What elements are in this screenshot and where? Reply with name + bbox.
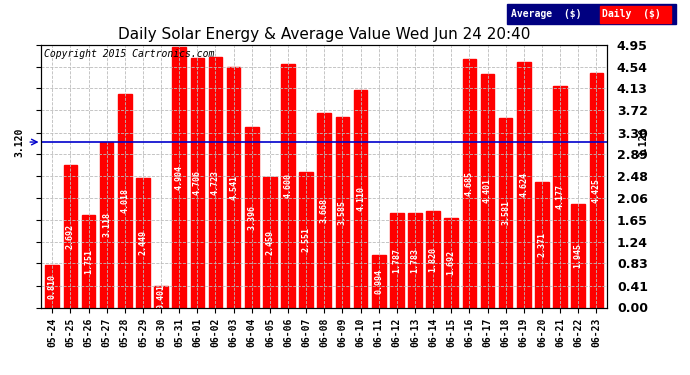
Text: 2.459: 2.459 xyxy=(266,230,275,255)
Text: 4.541: 4.541 xyxy=(229,175,238,200)
Bar xyxy=(81,214,95,308)
Text: 2.371: 2.371 xyxy=(538,232,546,257)
Bar xyxy=(136,178,150,308)
Text: 4.110: 4.110 xyxy=(356,186,365,211)
Bar xyxy=(408,213,422,308)
Text: 4.401: 4.401 xyxy=(483,178,492,203)
Bar xyxy=(155,286,168,308)
Text: 2.551: 2.551 xyxy=(302,227,310,252)
Text: 0.401: 0.401 xyxy=(157,284,166,309)
Text: 2.692: 2.692 xyxy=(66,224,75,249)
Text: 0.994: 0.994 xyxy=(374,268,383,294)
Text: 4.723: 4.723 xyxy=(211,170,220,195)
Bar xyxy=(299,172,313,308)
Text: 3.581: 3.581 xyxy=(501,200,510,225)
Bar xyxy=(589,73,603,308)
Text: 4.904: 4.904 xyxy=(175,165,184,190)
Text: 3.118: 3.118 xyxy=(102,212,111,237)
Text: Copyright 2015 Cartronics.com: Copyright 2015 Cartronics.com xyxy=(44,49,215,59)
Text: 1.692: 1.692 xyxy=(446,250,455,275)
Bar xyxy=(535,182,549,308)
Bar xyxy=(390,213,404,308)
Bar xyxy=(372,255,386,308)
Bar xyxy=(553,86,567,308)
Bar xyxy=(499,118,513,308)
Text: 1.820: 1.820 xyxy=(428,247,437,272)
Bar xyxy=(100,142,113,308)
Bar xyxy=(263,177,277,308)
Text: 4.600: 4.600 xyxy=(284,173,293,198)
Bar xyxy=(517,62,531,308)
Text: 1.945: 1.945 xyxy=(573,243,582,268)
Bar xyxy=(208,57,222,308)
Bar xyxy=(462,59,476,308)
Bar xyxy=(282,63,295,308)
Text: 3.120: 3.120 xyxy=(14,128,24,157)
Bar xyxy=(317,113,331,308)
Text: 1.787: 1.787 xyxy=(393,248,402,273)
Text: 4.018: 4.018 xyxy=(120,189,129,213)
Bar xyxy=(63,165,77,308)
Text: 3.585: 3.585 xyxy=(338,200,347,225)
Text: 3.120: 3.120 xyxy=(638,128,649,157)
Bar xyxy=(426,211,440,308)
Bar xyxy=(172,48,186,308)
Bar xyxy=(354,90,367,308)
Text: 2.449: 2.449 xyxy=(139,230,148,255)
Bar xyxy=(227,67,240,308)
Text: 4.685: 4.685 xyxy=(465,171,474,196)
Bar xyxy=(571,204,585,308)
Text: 3.668: 3.668 xyxy=(319,198,329,223)
Text: 4.177: 4.177 xyxy=(555,184,564,209)
Bar xyxy=(444,218,458,308)
Bar xyxy=(481,74,494,307)
Text: 4.425: 4.425 xyxy=(592,178,601,203)
Text: 4.706: 4.706 xyxy=(193,170,202,195)
Bar xyxy=(245,128,259,308)
Text: Average  ($): Average ($) xyxy=(511,9,581,19)
Text: 3.396: 3.396 xyxy=(247,205,256,230)
Bar xyxy=(190,58,204,308)
Title: Daily Solar Energy & Average Value Wed Jun 24 20:40: Daily Solar Energy & Average Value Wed J… xyxy=(118,27,531,42)
Text: Daily  ($): Daily ($) xyxy=(602,9,660,19)
Bar xyxy=(46,264,59,308)
Text: 4.624: 4.624 xyxy=(520,172,529,197)
Bar xyxy=(118,94,132,308)
Text: 1.751: 1.751 xyxy=(84,249,93,274)
Text: 1.783: 1.783 xyxy=(411,248,420,273)
Text: 0.810: 0.810 xyxy=(48,273,57,298)
Bar xyxy=(335,117,349,308)
